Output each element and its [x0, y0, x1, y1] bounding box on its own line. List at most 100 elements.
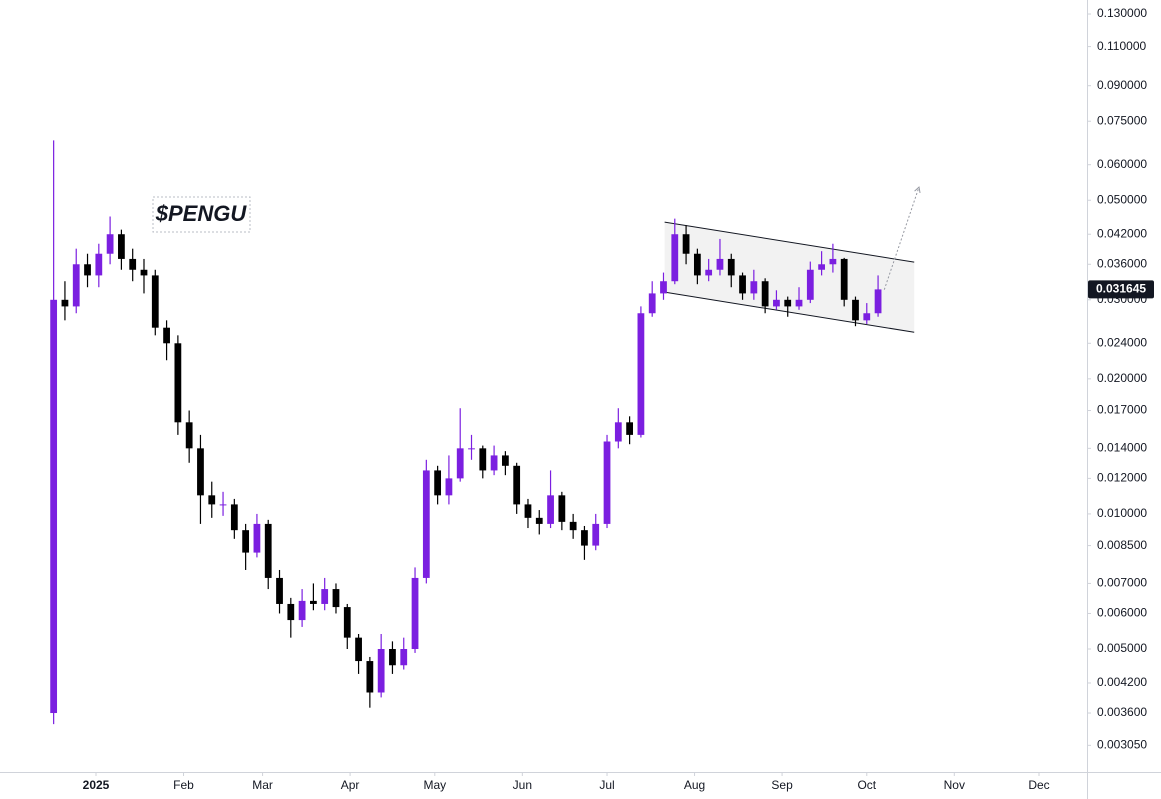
y-tick-label: 0.014000: [1097, 441, 1147, 455]
candle-body: [72, 264, 80, 307]
candle-body: [287, 603, 295, 621]
x-tick-label: May: [423, 778, 446, 792]
candle-body: [513, 465, 521, 505]
x-tick-label: Oct: [857, 778, 876, 792]
y-tick-label: 0.050000: [1097, 192, 1147, 206]
projection-arrowhead: [914, 186, 921, 194]
x-tick-label: Mar: [252, 778, 273, 792]
candle-body: [276, 577, 283, 604]
x-tick-label: Jul: [599, 778, 614, 792]
candle-body: [434, 470, 442, 496]
candle-body: [389, 649, 396, 666]
y-tick-label: 0.005000: [1097, 641, 1147, 655]
candle-body: [321, 589, 329, 604]
candle-body: [490, 455, 498, 471]
y-tick-label: 0.024000: [1097, 335, 1147, 349]
candle-body: [310, 600, 317, 604]
axes: 0.130000 0.110000 0.090000 0.075000 0.060000…: [83, 6, 1154, 792]
candle-body: [558, 495, 566, 522]
x-tick-label: 2025: [83, 778, 110, 792]
candle-body: [95, 253, 103, 276]
y-tick-label: 0.110000: [1097, 39, 1146, 53]
candle-body: [603, 441, 611, 524]
y-tick-label: 0.090000: [1097, 78, 1147, 92]
candle-body: [332, 589, 340, 608]
channel-line: [664, 221, 915, 263]
y-tick-label: 0.060000: [1097, 157, 1147, 171]
candle-body: [219, 504, 227, 506]
candle-body: [773, 299, 780, 307]
plot-area: [50, 140, 921, 725]
candle-body: [852, 299, 859, 321]
y-tick-label: 0.004200: [1097, 675, 1147, 689]
candle-body: [761, 281, 769, 307]
candle-body: [750, 281, 758, 294]
y-tick-label: 0.036000: [1097, 256, 1147, 270]
candle-body: [445, 478, 453, 496]
candle-body: [614, 422, 622, 442]
candle-body: [118, 234, 125, 259]
candle-body: [626, 422, 634, 435]
candle-body: [840, 258, 848, 300]
candle-body: [366, 661, 374, 693]
candle-body: [377, 649, 385, 693]
y-tick-label: 0.075000: [1097, 113, 1147, 127]
candle-body: [727, 258, 735, 276]
candle-body: [61, 299, 69, 307]
candle-body: [716, 258, 724, 270]
candle-body: [874, 289, 882, 314]
candle-body: [343, 607, 351, 638]
y-tick-label: 0.008500: [1097, 538, 1147, 552]
candle-body: [208, 495, 216, 505]
x-tick-label: Feb: [173, 778, 194, 792]
y-tick-label: 0.020000: [1097, 371, 1147, 385]
candle-body: [693, 253, 701, 276]
candle-body: [411, 577, 419, 650]
candle-body: [547, 495, 554, 524]
y-tick-label: 0.003050: [1097, 738, 1147, 752]
candle-body: [648, 293, 656, 314]
candle-body: [784, 299, 792, 307]
candle-body: [863, 313, 871, 321]
y-tick-label: 0.006000: [1097, 606, 1147, 620]
candle-body: [129, 258, 137, 270]
x-tick-label: Aug: [684, 778, 705, 792]
candle-body: [468, 448, 475, 450]
candle-body: [581, 530, 588, 546]
candle-body: [253, 523, 261, 553]
title-box: [152, 196, 251, 233]
channel-line: [664, 291, 915, 333]
candle-body: [705, 269, 713, 276]
candle-body: [682, 234, 690, 254]
channel-fill: [664, 222, 915, 333]
y-tick-label: 0.007000: [1097, 576, 1147, 590]
candle-body: [197, 448, 204, 496]
y-tick-label: 0.017000: [1097, 403, 1147, 417]
x-tick-label: Nov: [944, 778, 965, 792]
y-tick-label: 0.042000: [1097, 226, 1147, 240]
chart-title: $PENGU: [155, 201, 248, 226]
candle-body: [818, 264, 825, 270]
candle-body: [806, 269, 814, 300]
candle-body: [501, 455, 509, 466]
candle-body: [479, 448, 487, 471]
candle-body: [106, 234, 114, 254]
candle-body: [671, 234, 679, 282]
candle-body: [829, 258, 837, 265]
y-tick-label: 0.010000: [1097, 506, 1147, 520]
y-tick-label: 0.012000: [1097, 471, 1147, 485]
last-price-label: 0.031645: [1096, 282, 1146, 296]
y-tick-label: 0.130000: [1097, 6, 1147, 20]
candle-body: [660, 281, 667, 294]
candle-body: [400, 649, 408, 666]
candle-body: [422, 470, 430, 578]
candle-body: [535, 517, 543, 524]
candle-body: [298, 600, 306, 621]
candle-body: [795, 299, 803, 307]
y-tick-label: 0.003600: [1097, 705, 1147, 719]
candle-body: [739, 275, 746, 294]
x-tick-label: Sep: [771, 778, 793, 792]
